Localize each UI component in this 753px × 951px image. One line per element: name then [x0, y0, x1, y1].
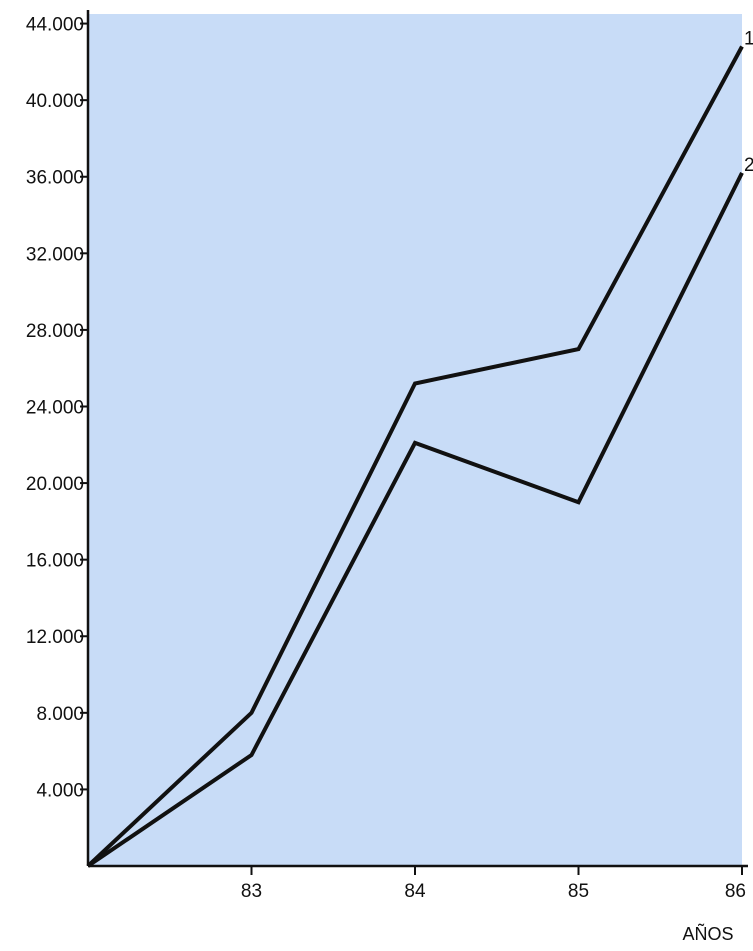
y-tick-label: 4.000 — [36, 780, 84, 801]
y-tick-label: 32.000 — [26, 244, 84, 265]
series-line-2 — [86, 172, 744, 868]
y-tick-label: 36.000 — [26, 168, 84, 189]
series-lines: 12 — [86, 29, 753, 868]
series-line-1 — [86, 45, 744, 868]
x-tick-label: 84 — [404, 881, 426, 902]
x-tick-label: 85 — [568, 881, 589, 902]
y-tick-label: 44.000 — [26, 15, 84, 36]
x-tick-label: 83 — [241, 881, 262, 902]
x-axis-ticks: 83 84 85 86 — [241, 866, 746, 902]
y-tick-label: 20.000 — [26, 474, 84, 495]
y-tick-label: 12.000 — [26, 627, 84, 648]
y-tick-label: 8.000 — [36, 704, 84, 725]
y-axis-ticks: 4.000 8.000 12.000 16.000 20.000 24.000 28.000… — [26, 15, 88, 801]
x-axis-label: AÑOS — [682, 923, 733, 944]
y-tick-label: 40.000 — [26, 91, 84, 112]
series-tag-2: 2 — [744, 155, 753, 176]
y-tick-label: 24.000 — [26, 397, 84, 418]
plot-area — [88, 14, 742, 866]
y-tick-label: 16.000 — [26, 551, 84, 572]
series-tag-1: 1 — [744, 29, 753, 50]
x-tick-label: 86 — [725, 881, 746, 902]
y-tick-label: 28.000 — [26, 321, 84, 342]
